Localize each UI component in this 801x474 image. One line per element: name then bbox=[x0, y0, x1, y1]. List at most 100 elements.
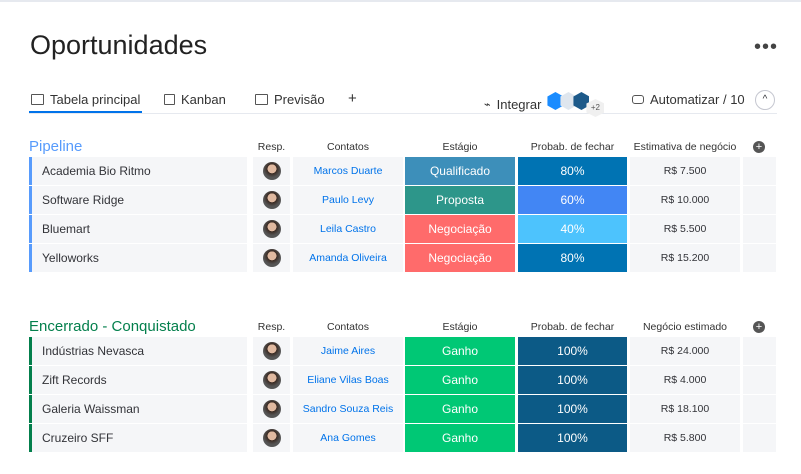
divider bbox=[29, 113, 777, 114]
contact-cell[interactable]: Ana Gomes bbox=[293, 424, 403, 452]
tab-previsao[interactable]: Previsão bbox=[255, 92, 325, 107]
contact-cell[interactable]: Paulo Levy bbox=[293, 186, 403, 214]
stage-status[interactable]: Proposta bbox=[405, 186, 515, 214]
stage-status[interactable]: Ganho bbox=[405, 424, 515, 452]
avatar bbox=[262, 342, 281, 360]
avatar bbox=[262, 371, 281, 389]
stage-status[interactable]: Ganho bbox=[405, 337, 515, 365]
item-name[interactable]: Bluemart bbox=[29, 215, 247, 243]
avatar bbox=[262, 220, 281, 238]
estimate-cell[interactable]: R$ 5.800 bbox=[630, 424, 740, 452]
more-options-button[interactable]: ••• bbox=[754, 36, 779, 58]
estimate-cell[interactable]: R$ 18.100 bbox=[630, 395, 740, 423]
person-cell[interactable] bbox=[253, 186, 290, 214]
stage-status[interactable]: Negociação bbox=[405, 215, 515, 243]
contact-cell[interactable]: Marcos Duarte bbox=[293, 157, 403, 185]
empty-cell bbox=[743, 186, 776, 214]
person-cell[interactable] bbox=[253, 337, 290, 365]
avatar bbox=[262, 191, 281, 209]
column-header[interactable]: Resp. bbox=[257, 321, 286, 333]
empty-cell bbox=[743, 337, 776, 365]
contact-cell[interactable]: Amanda Oliveira bbox=[293, 244, 403, 272]
contact-cell[interactable]: Leila Castro bbox=[293, 215, 403, 243]
tab-label: Tabela principal bbox=[50, 92, 141, 107]
item-name[interactable]: Software Ridge bbox=[29, 186, 247, 214]
person-cell[interactable] bbox=[253, 244, 290, 272]
person-cell[interactable] bbox=[253, 395, 290, 423]
empty-cell bbox=[743, 366, 776, 394]
column-header[interactable]: Contatos bbox=[326, 321, 370, 333]
probability-status[interactable]: 100% bbox=[518, 337, 627, 365]
app-icon bbox=[560, 92, 577, 110]
robot-icon bbox=[632, 95, 644, 104]
automate-label: Automatizar / 10 bbox=[650, 92, 745, 107]
empty-cell bbox=[743, 424, 776, 452]
column-header[interactable]: Probab. de fechar bbox=[530, 321, 615, 333]
empty-cell bbox=[743, 157, 776, 185]
column-header[interactable]: Probab. de fechar bbox=[530, 141, 615, 153]
probability-status[interactable]: 80% bbox=[518, 244, 627, 272]
plug-icon: ⌁ bbox=[484, 99, 491, 111]
item-name[interactable]: Academia Bio Ritmo bbox=[29, 157, 247, 185]
contact-cell[interactable]: Jaime Aires bbox=[293, 337, 403, 365]
column-header[interactable]: Estágio bbox=[442, 141, 478, 153]
collapse-button[interactable]: ^ bbox=[755, 90, 775, 110]
avatar bbox=[262, 429, 281, 447]
more-apps-badge: +2 bbox=[586, 99, 605, 117]
avatar bbox=[262, 400, 281, 418]
integrate-button[interactable]: ⌁ Integrar +2 bbox=[484, 92, 605, 117]
estimate-cell[interactable]: R$ 10.000 bbox=[630, 186, 740, 214]
item-name[interactable]: Yelloworks bbox=[29, 244, 247, 272]
item-name[interactable]: Cruzeiro SFF bbox=[29, 424, 247, 452]
group-title[interactable]: Encerrado - Conquistado bbox=[29, 318, 196, 335]
tab-label: Kanban bbox=[181, 92, 226, 107]
person-cell[interactable] bbox=[253, 366, 290, 394]
integration-apps: +2 bbox=[547, 92, 605, 117]
tab-kanban[interactable]: Kanban bbox=[164, 92, 226, 107]
avatar bbox=[262, 249, 281, 267]
probability-status[interactable]: 60% bbox=[518, 186, 627, 214]
probability-status[interactable]: 100% bbox=[518, 424, 627, 452]
empty-cell bbox=[743, 244, 776, 272]
estimate-cell[interactable]: R$ 7.500 bbox=[630, 157, 740, 185]
app-icon bbox=[547, 92, 564, 110]
empty-cell bbox=[743, 395, 776, 423]
column-header[interactable]: Negócio estimado bbox=[642, 321, 728, 333]
stage-status[interactable]: Ganho bbox=[405, 395, 515, 423]
empty-cell bbox=[743, 215, 776, 243]
estimate-cell[interactable]: R$ 4.000 bbox=[630, 366, 740, 394]
automate-button[interactable]: Automatizar / 10 bbox=[632, 92, 745, 107]
probability-status[interactable]: 100% bbox=[518, 366, 627, 394]
column-header[interactable]: Contatos bbox=[326, 141, 370, 153]
stage-status[interactable]: Negociação bbox=[405, 244, 515, 272]
estimate-cell[interactable]: R$ 15.200 bbox=[630, 244, 740, 272]
add-view-button[interactable]: + bbox=[348, 90, 357, 107]
stage-status[interactable]: Ganho bbox=[405, 366, 515, 394]
estimate-cell[interactable]: R$ 24.000 bbox=[630, 337, 740, 365]
estimate-cell[interactable]: R$ 5.500 bbox=[630, 215, 740, 243]
column-header[interactable]: Resp. bbox=[257, 141, 286, 153]
group-title[interactable]: Pipeline bbox=[29, 138, 83, 155]
column-header[interactable]: Estágio bbox=[442, 321, 478, 333]
chart-icon bbox=[255, 94, 268, 105]
probability-status[interactable]: 80% bbox=[518, 157, 627, 185]
tab-label: Previsão bbox=[274, 92, 325, 107]
stage-status[interactable]: Qualificado bbox=[405, 157, 515, 185]
item-name[interactable]: Galeria Waissman bbox=[29, 395, 247, 423]
add-column-icon[interactable]: + bbox=[753, 141, 765, 153]
item-name[interactable]: Zift Records bbox=[29, 366, 247, 394]
probability-status[interactable]: 40% bbox=[518, 215, 627, 243]
column-header[interactable]: Estimativa de negócio bbox=[633, 141, 737, 153]
avatar bbox=[262, 162, 281, 180]
tab-tabela-principal[interactable]: Tabela principal bbox=[31, 92, 140, 107]
person-cell[interactable] bbox=[253, 157, 290, 185]
person-cell[interactable] bbox=[253, 424, 290, 452]
item-name[interactable]: Indústrias Nevasca bbox=[29, 337, 247, 365]
page-title: Oportunidades bbox=[30, 30, 208, 60]
probability-status[interactable]: 100% bbox=[518, 395, 627, 423]
contact-cell[interactable]: Sandro Souza Reis bbox=[293, 395, 403, 423]
integrate-label: Integrar bbox=[496, 97, 542, 112]
add-column-icon[interactable]: + bbox=[753, 321, 765, 333]
contact-cell[interactable]: Eliane Vilas Boas bbox=[293, 366, 403, 394]
person-cell[interactable] bbox=[253, 215, 290, 243]
